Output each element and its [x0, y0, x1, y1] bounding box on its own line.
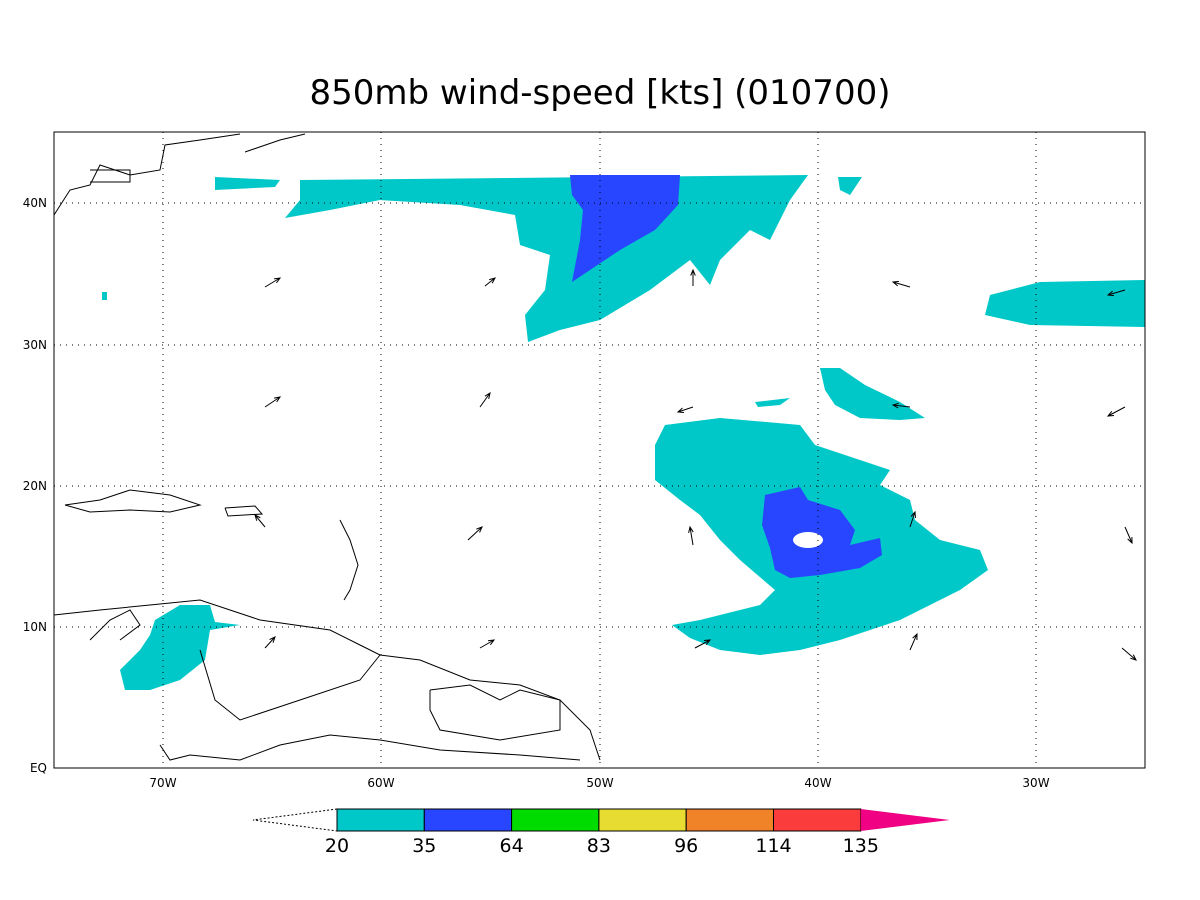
- latitude-label: 30N: [23, 338, 47, 352]
- wind-arrow: [891, 402, 911, 409]
- wind-area: [985, 280, 1145, 327]
- wind-area: [570, 175, 680, 282]
- wind-arrow: [479, 639, 496, 649]
- colorbar-label: 114: [755, 835, 791, 857]
- colorbar-segment: [773, 808, 862, 832]
- latitude-label: EQ: [30, 761, 47, 775]
- wind-arrow: [479, 391, 491, 408]
- map-title: 850mb wind-speed [kts] (010700): [310, 73, 891, 113]
- wind-arrow: [264, 636, 276, 649]
- wind-arrow: [690, 268, 696, 286]
- wind-arrow: [676, 406, 694, 413]
- wind-speed-shading: [102, 175, 1145, 690]
- wind-arrow: [1121, 647, 1137, 661]
- eye: [793, 532, 823, 548]
- wind-arrow: [484, 277, 497, 287]
- wind-arrow: [1124, 526, 1133, 545]
- longitude-label: 70W: [149, 776, 176, 790]
- longitude-label: 50W: [586, 776, 613, 790]
- wind-area: [755, 398, 790, 407]
- wind-vectors: [254, 268, 1137, 661]
- colorbar-label: 64: [500, 835, 524, 857]
- wind-arrow: [264, 396, 282, 408]
- wind-arrow: [467, 526, 483, 541]
- colorbar-segment: [423, 808, 513, 832]
- longitude-label: 40W: [804, 776, 831, 790]
- wind-arrow: [1106, 289, 1126, 297]
- colorbar-label: 96: [674, 835, 698, 857]
- colorbar-segment: [685, 808, 775, 832]
- wind-arrow: [891, 280, 911, 288]
- longitude-label: 30W: [1022, 776, 1049, 790]
- graticule: 70W 60W 50W 40W 30W EQ 10N 20N 30N 40N: [23, 132, 1145, 790]
- wind-arrow: [909, 510, 916, 528]
- wind-arrow: [264, 277, 282, 288]
- wind-arrow: [688, 525, 694, 546]
- latitude-label: 10N: [23, 620, 47, 634]
- wind-arrow: [254, 514, 266, 528]
- wind-area: [215, 177, 280, 190]
- colorbar-over: [860, 809, 950, 831]
- wind-area: [762, 487, 882, 578]
- latitude-label: 20N: [23, 479, 47, 493]
- colorbar-label: 83: [587, 835, 611, 857]
- longitude-label: 60W: [367, 776, 394, 790]
- colorbar-label: 135: [843, 835, 879, 857]
- colorbar-segment: [511, 808, 600, 832]
- wind-area: [838, 177, 862, 195]
- colorbar-under: [252, 808, 338, 832]
- colorbar: 20 35 64 83 96 114 135: [252, 808, 950, 857]
- latitude-label: 40N: [23, 196, 47, 210]
- colorbar-segment: [336, 808, 425, 832]
- wind-area: [285, 175, 808, 342]
- wind-arrow: [694, 639, 712, 649]
- wind-area: [820, 368, 925, 420]
- colorbar-label: 35: [412, 835, 436, 857]
- colorbar-segment: [598, 808, 687, 832]
- colorbar-label: 20: [325, 835, 349, 857]
- wind-area: [102, 292, 107, 300]
- coastlines: [53, 133, 601, 761]
- wind-area: [120, 605, 240, 690]
- wind-arrow: [909, 632, 918, 651]
- wind-arrow: [1106, 406, 1126, 417]
